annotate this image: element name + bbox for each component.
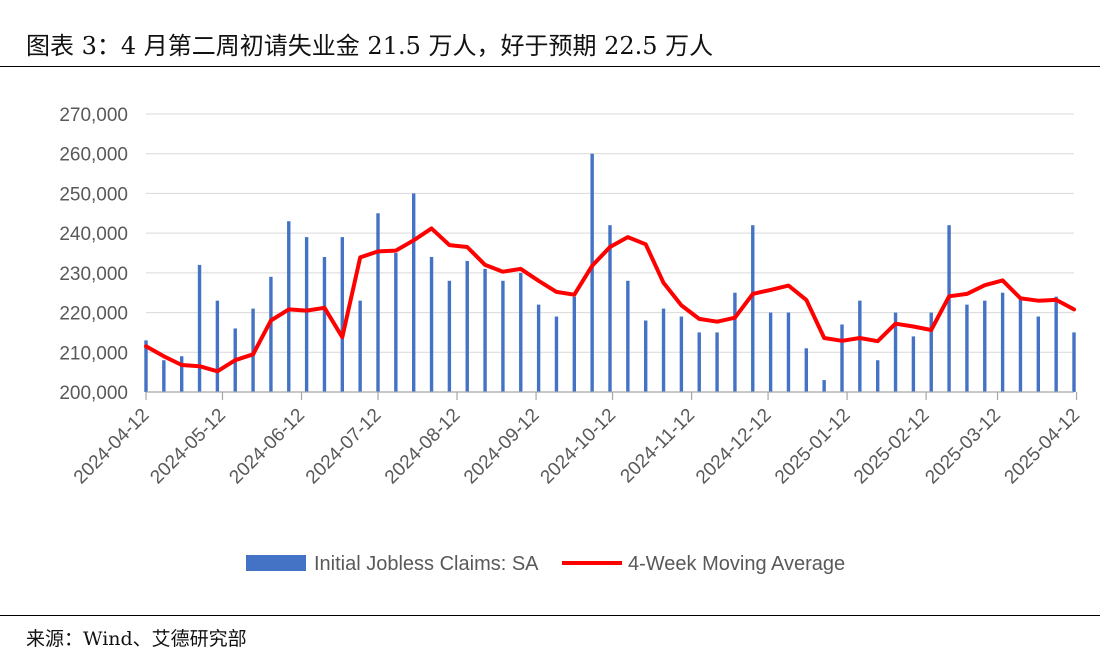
y-tick-label: 200,000: [59, 383, 128, 404]
title-rule: [0, 66, 1100, 67]
bar: [751, 225, 755, 392]
bar: [447, 280, 452, 392]
bar: [376, 213, 380, 392]
bar: [572, 296, 577, 392]
source-note: 来源：Wind、艾德研究部: [26, 628, 247, 650]
bar: [340, 237, 345, 392]
moving-average-line: [144, 226, 1076, 374]
x-tick-label: 2024-10-12: [537, 405, 621, 489]
bar: [608, 225, 612, 392]
bar: [536, 304, 541, 392]
x-axis-labels: 2024-04-122024-05-122024-06-122024-07-12…: [70, 405, 1084, 489]
bar: [144, 340, 148, 392]
source-rule: [0, 615, 1100, 616]
bar: [1018, 296, 1023, 392]
bar: [411, 193, 416, 392]
bar: [626, 280, 630, 392]
y-tick-label: 260,000: [59, 145, 128, 166]
x-tick-label: 2024-12-12: [692, 405, 776, 489]
bar: [679, 316, 684, 392]
bar: [929, 312, 933, 392]
y-tick-label: 240,000: [59, 224, 128, 245]
y-tick-label: 270,000: [59, 105, 128, 126]
bar: [911, 336, 916, 392]
bar: [304, 237, 309, 392]
bar: [697, 332, 701, 392]
bar: [179, 356, 184, 392]
x-tick-label: 2025-02-12: [850, 405, 934, 489]
y-tick-label: 220,000: [59, 304, 128, 325]
bar: [322, 256, 327, 392]
bar: [1054, 296, 1058, 392]
bar: [840, 324, 844, 392]
bar: [786, 312, 791, 392]
figure-title: 图表 3：4 月第二周初请失业金 21.5 万人，好于预期 22.5 万人: [26, 32, 714, 60]
bar: [465, 260, 469, 392]
bar: [715, 332, 719, 392]
bar: [965, 304, 969, 392]
bar: [947, 225, 951, 392]
bar: [394, 253, 398, 392]
bar: [287, 221, 291, 392]
x-tick-label: 2024-05-12: [146, 405, 230, 489]
bar: [1072, 332, 1076, 392]
bar: [358, 300, 362, 392]
bar: [858, 300, 862, 392]
bar: [1000, 292, 1005, 392]
bar: [197, 264, 202, 392]
bar: [893, 312, 898, 392]
bar: [661, 308, 666, 392]
x-tick-label: 2024-06-12: [225, 405, 309, 489]
bar: [590, 153, 594, 392]
bar: [519, 272, 523, 392]
bar: [269, 276, 273, 392]
bar: [162, 360, 166, 392]
bar: [554, 316, 559, 392]
x-tick-label: 2025-04-12: [1001, 405, 1085, 489]
legend: Initial Jobless Claims: SA 4-Week Moving…: [246, 553, 845, 575]
bar: [501, 280, 505, 392]
bar: [768, 312, 773, 392]
x-tick-label: 2024-07-12: [302, 405, 386, 489]
x-tick-label: 2024-04-12: [70, 405, 154, 489]
x-tick-label: 2025-03-12: [921, 405, 1005, 489]
bar: [804, 348, 809, 392]
x-tick-label: 2025-01-12: [771, 405, 855, 489]
bar: [983, 300, 987, 392]
bar: [429, 256, 434, 392]
x-axis-ticks: [145, 392, 1078, 400]
bar: [733, 292, 737, 392]
gridlines: [146, 113, 1074, 353]
legend-label-moving-average: 4-Week Moving Average: [628, 553, 845, 575]
y-tick-label: 250,000: [59, 184, 128, 205]
x-tick-label: 2024-11-12: [617, 405, 700, 488]
jobless-claims-chart: 200,000 210,000 220,000 230,000 240,000 250,0…: [59, 105, 1084, 575]
x-tick-label: 2024-09-12: [460, 405, 544, 489]
x-tick-label: 2024-08-12: [381, 405, 465, 489]
y-axis-labels: 200,000 210,000 220,000 230,000 240,000 250,0…: [59, 105, 128, 404]
y-tick-label: 230,000: [59, 264, 128, 285]
legend-label-claims: Initial Jobless Claims: SA: [314, 553, 539, 575]
legend-swatch-claims: [246, 555, 306, 571]
bar: [1036, 316, 1041, 392]
y-tick-label: 210,000: [59, 343, 128, 364]
bar: [822, 380, 826, 392]
bar: [483, 268, 487, 392]
bar: [215, 300, 220, 392]
bar: [875, 360, 880, 392]
bar: [643, 320, 648, 392]
